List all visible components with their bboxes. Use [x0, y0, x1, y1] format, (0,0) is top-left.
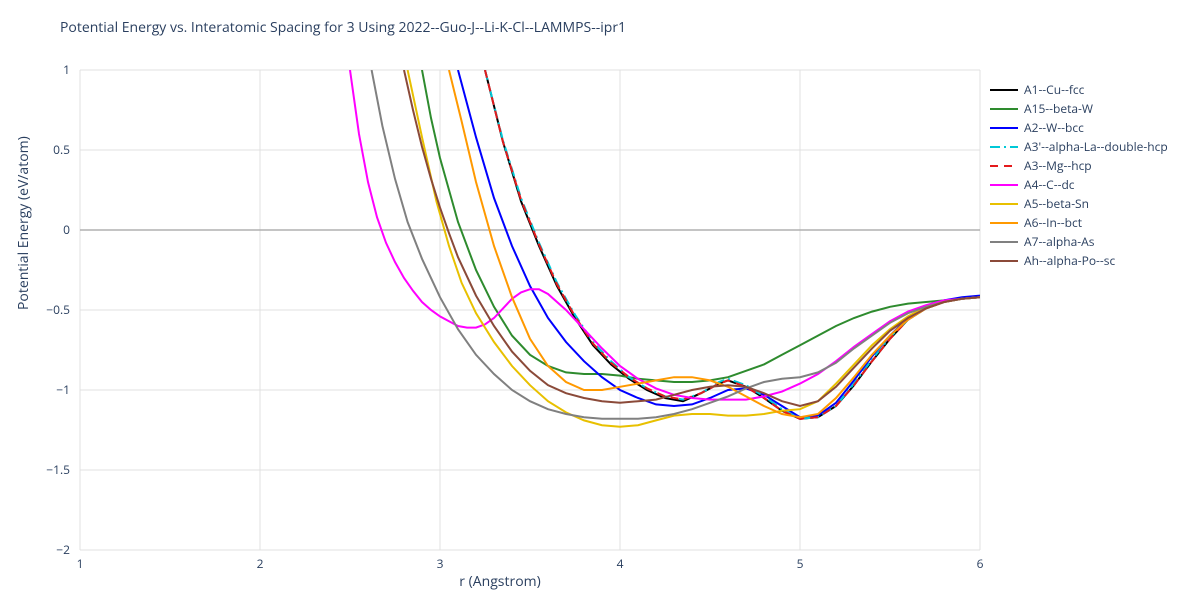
y-tick-label: −1.5 — [46, 461, 70, 478]
y-tick-label: −1 — [56, 381, 70, 398]
x-tick-label: 5 — [797, 555, 804, 572]
legend-item-A1--Cu--fcc[interactable]: A1--Cu--fcc — [990, 80, 1168, 99]
legend: A1--Cu--fcc A15--beta-W A2--W--bcc A3'--alp… — [990, 80, 1168, 270]
series-A4--C--dc[interactable] — [350, 70, 980, 400]
series-A1--Cu--fcc[interactable] — [485, 70, 980, 419]
legend-label: Ah--alpha-Po--sc — [1024, 252, 1115, 269]
y-tick-label: 0 — [63, 221, 70, 238]
legend-swatch — [990, 83, 1018, 97]
y-tick-label: −0.5 — [46, 301, 70, 318]
legend-swatch — [990, 102, 1018, 116]
legend-label: A7--alpha-As — [1024, 233, 1094, 250]
legend-item-A5--beta-Sn[interactable]: A5--beta-Sn — [990, 194, 1168, 213]
y-tick-label: 0.5 — [53, 141, 70, 158]
series-A6--In--bct[interactable] — [449, 70, 980, 417]
legend-item-A15--beta-W[interactable]: A15--beta-W — [990, 99, 1168, 118]
legend-item-A6--In--bct[interactable]: A6--In--bct — [990, 213, 1168, 232]
legend-swatch — [990, 140, 1018, 154]
x-tick-label: 4 — [617, 555, 624, 572]
legend-label: A5--beta-Sn — [1024, 195, 1089, 212]
y-tick-label: −2 — [56, 541, 70, 558]
legend-item-A7--alpha-As[interactable]: A7--alpha-As — [990, 232, 1168, 251]
y-axis-title: Potential Energy (eV/atom) — [14, 136, 33, 310]
legend-swatch — [990, 216, 1018, 230]
plot-area[interactable]: 123456−2−1.5−1−0.500.51 — [80, 70, 980, 550]
plot-svg: 123456−2−1.5−1−0.500.51 — [80, 70, 980, 550]
legend-item-A3--Mg--hcp[interactable]: A3--Mg--hcp — [990, 156, 1168, 175]
chart-title: Potential Energy vs. Interatomic Spacing… — [60, 18, 626, 37]
x-axis-title: r (Angstrom) — [459, 572, 540, 591]
legend-item-A2--W--bcc[interactable]: A2--W--bcc — [990, 118, 1168, 137]
series-Ah--alpha-Po--sc[interactable] — [404, 70, 980, 406]
x-tick-label: 6 — [977, 555, 984, 572]
legend-item-Ah--alpha-Po--sc[interactable]: Ah--alpha-Po--sc — [990, 251, 1168, 270]
legend-label: A4--C--dc — [1024, 176, 1075, 193]
legend-swatch — [990, 254, 1018, 268]
series-A2--W--bcc[interactable] — [458, 70, 980, 417]
legend-swatch — [990, 178, 1018, 192]
x-tick-label: 1 — [77, 555, 84, 572]
series-A3--Mg--hcp[interactable] — [485, 70, 980, 419]
legend-label: A15--beta-W — [1024, 100, 1093, 117]
x-tick-label: 2 — [257, 555, 264, 572]
legend-item-A4--C--dc[interactable]: A4--C--dc — [990, 175, 1168, 194]
legend-swatch — [990, 121, 1018, 135]
legend-swatch — [990, 159, 1018, 173]
chart-root: { "title": "Potential Energy vs. Interat… — [0, 0, 1200, 600]
legend-swatch — [990, 235, 1018, 249]
series-A15--beta-W[interactable] — [422, 70, 980, 382]
x-tick-label: 3 — [437, 555, 444, 572]
legend-swatch — [990, 197, 1018, 211]
legend-label: A2--W--bcc — [1024, 119, 1084, 136]
legend-label: A3'--alpha-La--double-hcp — [1024, 138, 1168, 155]
legend-label: A1--Cu--fcc — [1024, 81, 1084, 98]
y-tick-label: 1 — [63, 61, 70, 78]
legend-item-A3'--alpha-La--double-hcp[interactable]: A3'--alpha-La--double-hcp — [990, 137, 1168, 156]
legend-label: A3--Mg--hcp — [1024, 157, 1092, 174]
legend-label: A6--In--bct — [1024, 214, 1082, 231]
series-A3'--alpha-La--double-hcp[interactable] — [485, 70, 980, 419]
